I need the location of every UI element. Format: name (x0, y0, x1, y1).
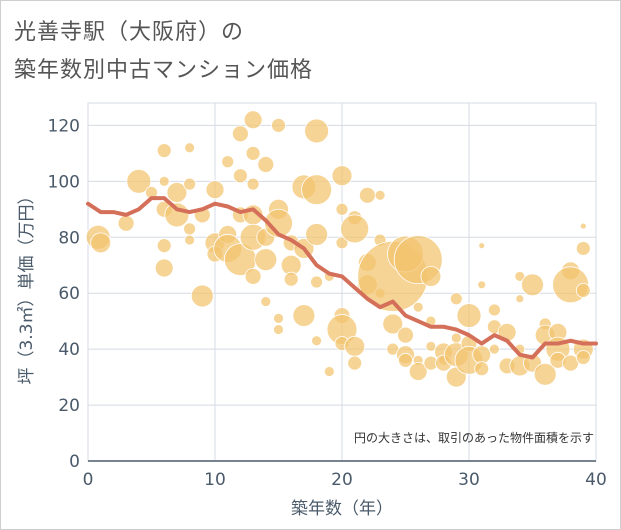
bubble (154, 258, 174, 278)
y-tick-label: 100 (48, 172, 80, 192)
bubble (301, 174, 333, 206)
bubble (323, 366, 335, 377)
bubble (243, 110, 263, 130)
bubble (244, 268, 262, 285)
bubble (156, 238, 172, 254)
bubble (579, 222, 587, 230)
bubble (456, 303, 482, 328)
bubble (487, 303, 501, 317)
y-tick-label: 20 (58, 396, 80, 416)
x-tick-label: 30 (458, 470, 480, 490)
bubble (347, 355, 363, 371)
bubble (190, 284, 214, 308)
x-tick-label: 40 (585, 470, 607, 490)
bubble (117, 214, 135, 232)
bubble (474, 361, 490, 377)
bubble (335, 236, 349, 250)
x-tick-label: 20 (331, 470, 353, 490)
bubble (374, 189, 386, 201)
bubble (478, 242, 486, 250)
bubble (304, 118, 330, 144)
bubble (184, 234, 196, 246)
chart-title-line1: 光善寺駅（大阪府）の (14, 20, 245, 45)
bubble (472, 345, 492, 365)
bubble (310, 275, 324, 289)
bubble (305, 223, 329, 246)
bubble (183, 222, 197, 236)
bubble (264, 208, 293, 238)
bubble (408, 362, 428, 381)
bubble (231, 125, 249, 143)
bubble (90, 232, 112, 254)
bubble (335, 202, 349, 216)
y-axis-label: 坪（3.3㎡）単価（万円） (17, 187, 37, 384)
bubble (382, 313, 404, 335)
bubble (183, 177, 197, 191)
y-tick-label: 80 (58, 228, 80, 248)
bubble (449, 292, 463, 306)
bubble (164, 202, 190, 228)
bubble (515, 294, 525, 304)
bubble (156, 143, 172, 158)
bubble (412, 301, 424, 313)
y-tick-label: 40 (58, 340, 80, 360)
x-axis-label: 築年数（年） (291, 499, 393, 519)
trend-line-group (86, 196, 598, 360)
bubble (397, 326, 414, 344)
bubble (488, 343, 500, 355)
bubble (260, 296, 272, 307)
bubble (283, 271, 299, 287)
bubble (344, 335, 366, 357)
bubble (254, 248, 278, 272)
bubble (398, 352, 413, 368)
bubble (273, 324, 284, 335)
bubble (340, 214, 370, 244)
bubble (450, 332, 462, 344)
bubble (477, 280, 487, 290)
bubble (311, 335, 323, 347)
chart-title-line2: 築年数別中古マンション価格 (14, 58, 314, 83)
bubble (158, 175, 170, 187)
axes: 0 20 40 60 80 100 120 0 10 20 30 40 (48, 116, 607, 490)
bubble (221, 155, 235, 169)
x-tick-label: 0 (83, 470, 94, 490)
trend-line (86, 196, 598, 360)
bubble (271, 117, 286, 133)
bubble (245, 145, 261, 161)
bubble (358, 186, 376, 204)
bubble (126, 168, 152, 194)
bubble (292, 304, 316, 327)
y-tick-label: 0 (69, 452, 80, 472)
bubble (575, 350, 591, 365)
bubble (273, 312, 284, 324)
bubble (232, 168, 248, 184)
bubble (420, 266, 442, 287)
bubbles (85, 110, 594, 388)
x-tick-label: 10 (204, 470, 226, 490)
y-tick-label: 60 (58, 284, 80, 304)
bubble (331, 165, 353, 187)
y-tick-label: 120 (48, 116, 80, 136)
bubble (425, 340, 437, 352)
bubble (575, 282, 591, 298)
bubble (205, 180, 225, 200)
bubble (257, 156, 275, 173)
bubble (533, 362, 557, 386)
size-note: 円の大きさは、取引のあった物件面積を示す (354, 430, 594, 445)
bubble (521, 273, 544, 297)
bubble (246, 177, 260, 191)
bubble (184, 142, 196, 154)
bubble (575, 241, 591, 256)
